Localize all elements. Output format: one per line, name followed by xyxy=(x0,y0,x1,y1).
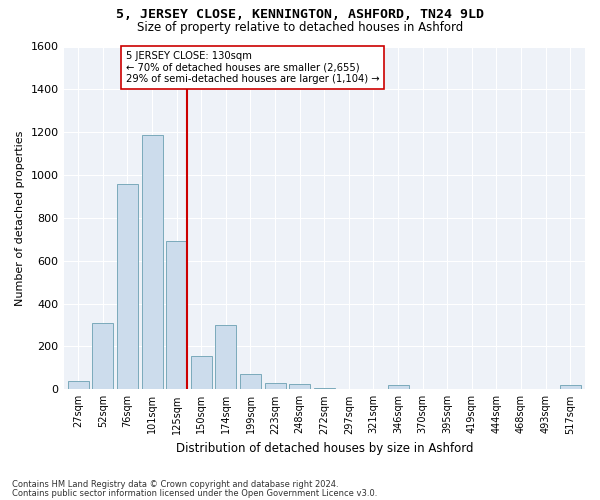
Bar xyxy=(166,242,187,390)
Bar xyxy=(535,388,556,390)
Text: 5 JERSEY CLOSE: 130sqm
← 70% of detached houses are smaller (2,655)
29% of semi-: 5 JERSEY CLOSE: 130sqm ← 70% of detached… xyxy=(125,51,379,84)
X-axis label: Distribution of detached houses by size in Ashford: Distribution of detached houses by size … xyxy=(176,442,473,455)
Bar xyxy=(486,388,507,390)
Bar xyxy=(363,388,384,390)
Bar xyxy=(215,325,236,390)
Bar xyxy=(461,388,482,390)
Bar xyxy=(511,388,532,390)
Bar xyxy=(117,184,138,390)
Bar xyxy=(191,356,212,390)
Bar xyxy=(142,136,163,390)
Bar xyxy=(265,383,286,390)
Bar xyxy=(388,385,409,390)
Bar xyxy=(338,388,359,390)
Bar xyxy=(412,388,433,390)
Bar xyxy=(314,388,335,390)
Bar xyxy=(68,380,89,390)
Bar xyxy=(240,374,261,390)
Y-axis label: Number of detached properties: Number of detached properties xyxy=(15,130,25,306)
Text: Contains HM Land Registry data © Crown copyright and database right 2024.: Contains HM Land Registry data © Crown c… xyxy=(12,480,338,489)
Text: Contains public sector information licensed under the Open Government Licence v3: Contains public sector information licen… xyxy=(12,488,377,498)
Bar xyxy=(437,388,458,390)
Bar xyxy=(92,323,113,390)
Text: 5, JERSEY CLOSE, KENNINGTON, ASHFORD, TN24 9LD: 5, JERSEY CLOSE, KENNINGTON, ASHFORD, TN… xyxy=(116,8,484,20)
Bar xyxy=(560,385,581,390)
Bar xyxy=(289,384,310,390)
Text: Size of property relative to detached houses in Ashford: Size of property relative to detached ho… xyxy=(137,21,463,34)
